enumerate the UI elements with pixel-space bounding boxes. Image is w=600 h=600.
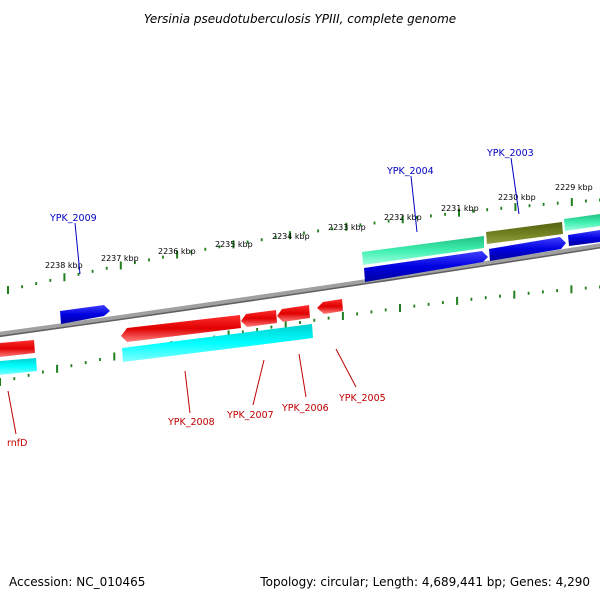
gene-label-ypk-2004[interactable]: YPK_2004: [386, 166, 434, 177]
gene-label-ypk-2007[interactable]: YPK_2007: [226, 410, 274, 421]
accession-text: Accession: NC_010465: [9, 575, 145, 589]
feature-bar-aqua-2: [564, 214, 600, 231]
gene-label-ypk-2008[interactable]: YPK_2008: [167, 417, 215, 428]
feature-bar-olive: [486, 222, 563, 244]
feature-bar-cyan-2: [0, 358, 37, 375]
gene-label-ypk-2005[interactable]: YPK_2005: [338, 393, 386, 404]
scale-label: 2232 kbp: [384, 213, 422, 222]
gene-arrow-blue-ypk-2002[interactable]: [568, 230, 600, 246]
label-connector: [184, 370, 191, 414]
gene-arrow-blue-ypk-2004[interactable]: [364, 251, 488, 282]
map-title: Yersinia pseudotuberculosis YPIII, compl…: [144, 12, 456, 26]
scale-label: 2229 kbp: [555, 183, 593, 192]
gene-arrow-red-ypk-2005[interactable]: [317, 299, 343, 314]
gene-label-ypk-2009[interactable]: YPK_2009: [49, 213, 97, 224]
scale-label: 2234 kbp: [272, 232, 310, 241]
label-connector: [252, 359, 265, 406]
scale-label: 2231 kbp: [441, 204, 479, 213]
genome-summary-text: Topology: circular; Length: 4,689,441 bp…: [259, 575, 590, 589]
label-connector: [7, 390, 17, 435]
label-connector: [74, 222, 81, 275]
gene-arrow-red-ypk-2006[interactable]: [277, 305, 310, 322]
gene-arrow-red-rnfd[interactable]: [0, 340, 35, 357]
scale-label: 2235 kbp: [215, 240, 253, 249]
gene-label-rnfd[interactable]: rnfD: [7, 438, 27, 449]
scale-label: 2238 kbp: [45, 261, 83, 270]
scale-label: 2237 kbp: [101, 254, 139, 263]
genome-backbone-shadow: [0, 247, 600, 338]
label-connector: [510, 157, 520, 215]
feature-bar-aqua-1: [362, 236, 484, 265]
label-connector: [298, 353, 307, 398]
gene-arrow-red-ypk-2008[interactable]: [121, 315, 241, 342]
gene-label-ypk-2003[interactable]: YPK_2003: [486, 148, 534, 159]
gene-label-ypk-2006[interactable]: YPK_2006: [281, 403, 329, 414]
label-connector: [410, 175, 418, 233]
genome-backbone: [0, 243, 600, 337]
gene-arrow-blue-ypk-2003[interactable]: [489, 237, 566, 261]
scale-label: 2233 kbp: [328, 223, 366, 232]
scale-label: 2236 kbp: [158, 247, 196, 256]
feature-bar-cyan-1: [122, 324, 313, 362]
gene-arrow-blue-ypk-2009[interactable]: [60, 305, 110, 324]
outer-scale-ticks: [7, 198, 600, 294]
gene-arrow-red-ypk-2007[interactable]: [241, 310, 277, 327]
label-connector: [335, 348, 357, 388]
